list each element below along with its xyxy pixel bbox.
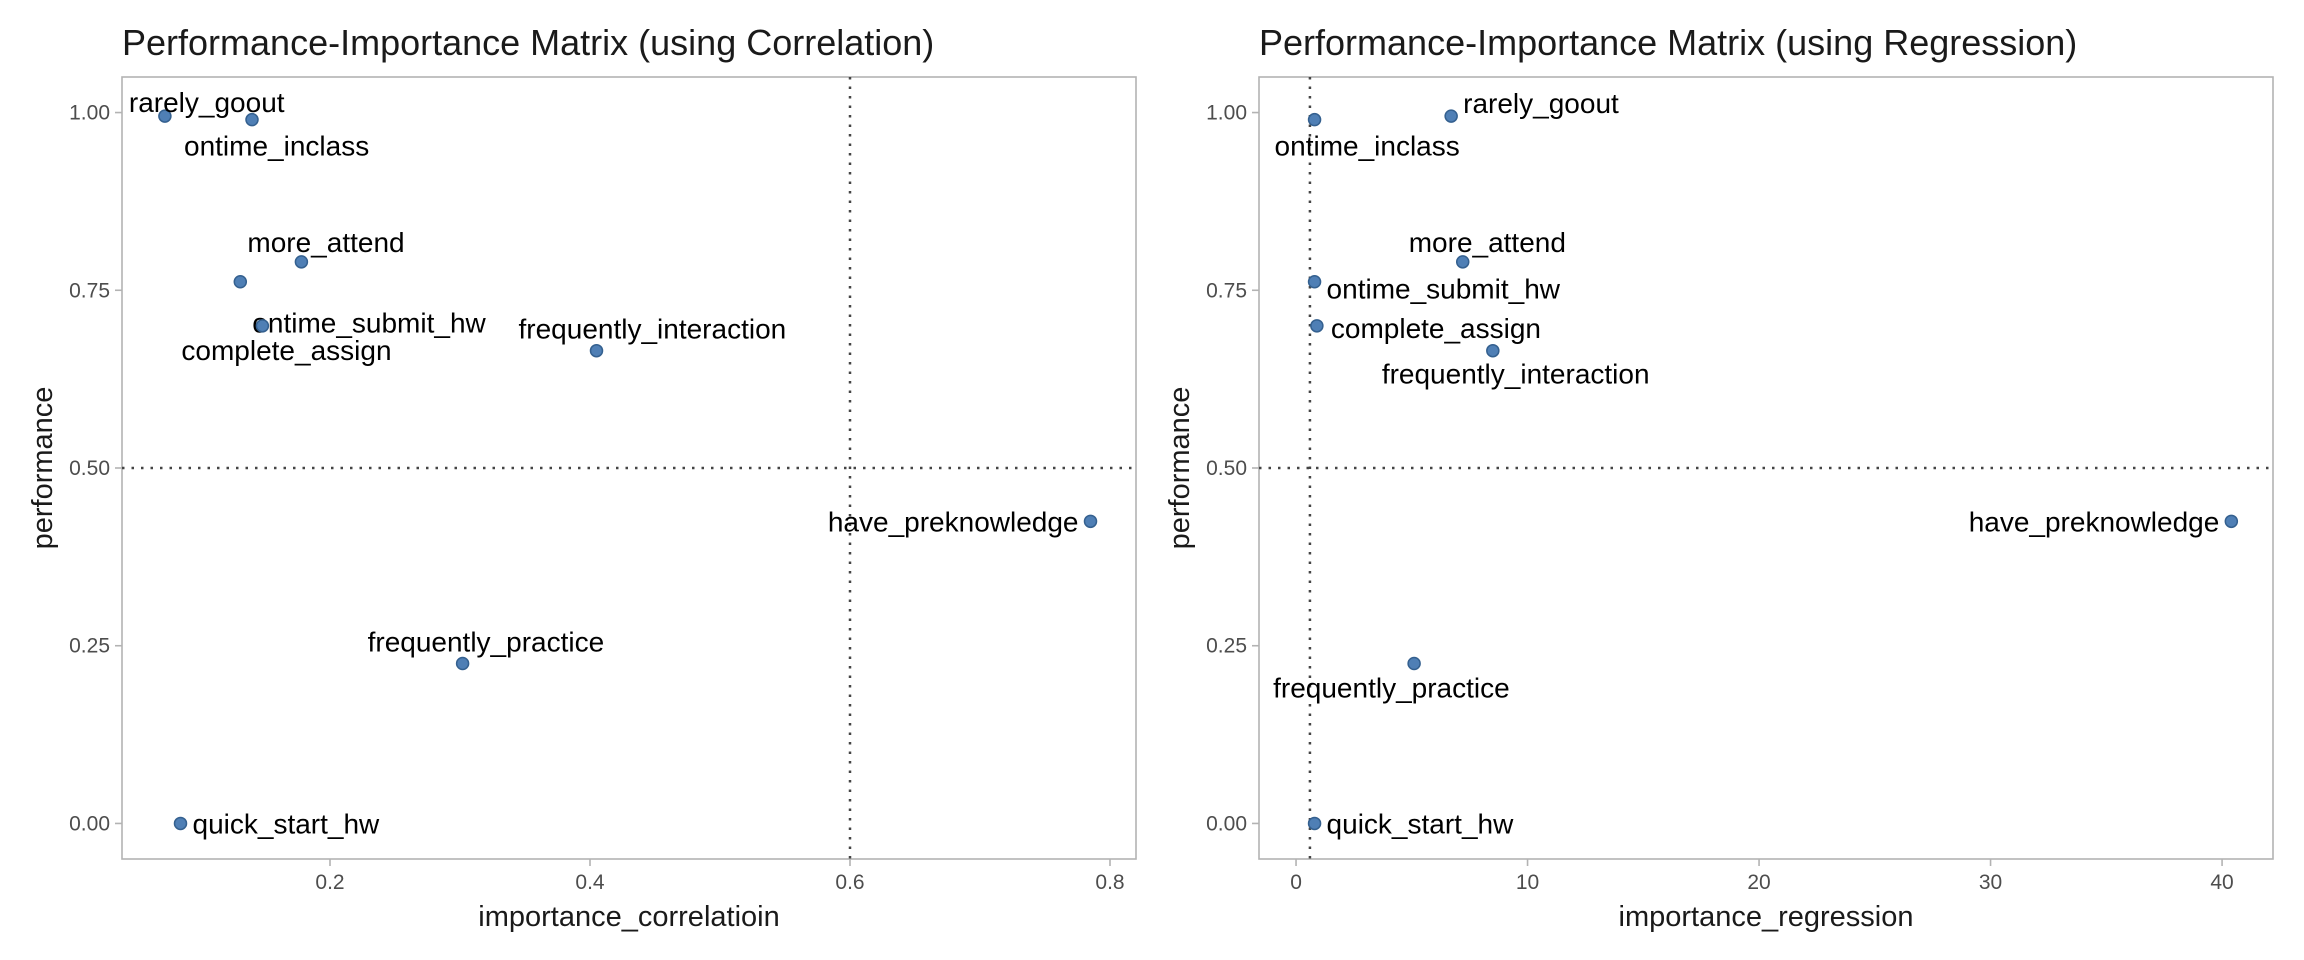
data-point-ontime-submit-hw <box>233 274 248 289</box>
y-axis-title: performance <box>1164 387 1196 550</box>
y-tick-label: 0.75 <box>1206 279 1247 302</box>
point-label: frequently_interaction <box>519 314 787 345</box>
x-tick-label: 40 <box>2210 871 2233 894</box>
chart-title: Performance-Importance Matrix (using Reg… <box>1259 22 2077 63</box>
panel-correlation: Performance-Importance Matrix (using Cor… <box>27 22 1137 933</box>
x-tick-label: 10 <box>1516 871 1539 894</box>
y-tick-label: 0.75 <box>69 279 110 302</box>
point-label: frequently_practice <box>368 627 605 658</box>
point-label: quick_start_hw <box>1327 808 1515 839</box>
y-tick-label: 0.00 <box>1206 812 1247 835</box>
x-tick-label: 0.6 <box>835 871 864 894</box>
point-label: more_attend <box>1409 227 1566 258</box>
x-tick-label: 0 <box>1290 871 1302 894</box>
y-tick-label: 1.00 <box>1206 102 1247 125</box>
x-tick-label: 30 <box>1979 871 2002 894</box>
point-label: complete_assign <box>1331 313 1541 344</box>
data-point-ontime-submit-hw <box>1307 274 1322 289</box>
data-point-quick-start-hw <box>173 816 188 831</box>
data-point-complete-assign <box>255 319 270 333</box>
data-point-frequently-interaction <box>589 343 604 358</box>
panel-regression: Performance-Importance Matrix (using Reg… <box>1164 22 2274 933</box>
y-axis-title: performance <box>27 387 59 550</box>
y-tick-label: 0.50 <box>1206 457 1247 480</box>
point-label: complete_assign <box>181 335 391 366</box>
point-label: more_attend <box>247 227 404 258</box>
data-point-ontime-inclass <box>1307 112 1322 127</box>
x-axis-title: importance_regression <box>1619 901 1914 933</box>
data-point-rarely-goout <box>158 109 172 123</box>
data-point-ontime-inclass <box>245 112 259 127</box>
x-tick-label: 0.8 <box>1095 871 1124 894</box>
point-label: ontime_inclass <box>184 131 369 162</box>
point-label: rarely_goout <box>129 87 285 118</box>
point-label: ontime_submit_hw <box>252 308 486 339</box>
x-tick-label: 0.4 <box>575 871 605 894</box>
data-point-frequently-interaction <box>1486 343 1500 358</box>
point-label: have_preknowledge <box>828 506 1079 537</box>
point-label: quick_start_hw <box>193 808 381 839</box>
y-tick-label: 1.00 <box>69 102 110 125</box>
point-label: frequently_interaction <box>1382 359 1650 390</box>
data-point-have-preknowledge <box>1083 514 1098 529</box>
data-point-have-preknowledge <box>2224 514 2239 529</box>
point-label: frequently_practice <box>1273 673 1510 704</box>
data-point-more-attend <box>1455 255 1470 269</box>
point-label: ontime_submit_hw <box>1327 274 1561 305</box>
x-axis-title: importance_correlatioin <box>478 901 779 933</box>
y-tick-label: 0.00 <box>69 812 110 835</box>
data-point-complete-assign <box>1310 319 1324 333</box>
data-point-rarely-goout <box>1444 109 1458 123</box>
point-label: ontime_inclass <box>1275 131 1460 162</box>
x-tick-label: 0.2 <box>315 871 344 894</box>
y-tick-label: 0.25 <box>69 635 110 658</box>
y-tick-label: 0.50 <box>69 457 110 480</box>
point-label: rarely_goout <box>1463 88 1619 119</box>
x-tick-label: 20 <box>1747 871 1770 894</box>
point-label: have_preknowledge <box>1969 506 2220 537</box>
data-point-frequently-practice <box>455 656 470 671</box>
data-point-more-attend <box>294 255 309 269</box>
y-tick-label: 0.25 <box>1206 635 1247 658</box>
chart-title: Performance-Importance Matrix (using Cor… <box>122 22 934 63</box>
data-point-quick-start-hw <box>1307 816 1322 831</box>
data-point-frequently-practice <box>1407 656 1421 671</box>
